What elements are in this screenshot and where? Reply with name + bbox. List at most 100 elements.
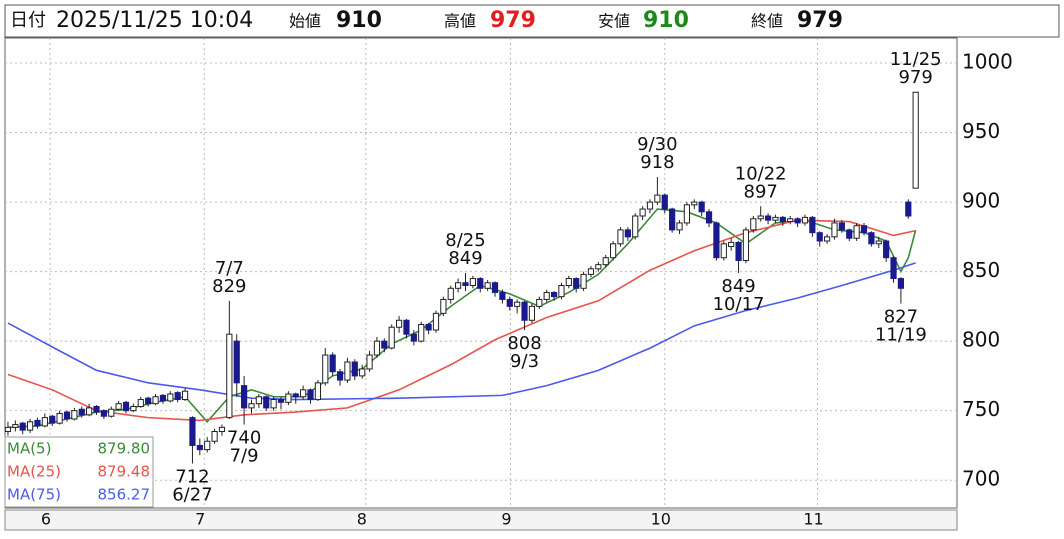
open-label: 始値 xyxy=(289,12,321,31)
candle-body xyxy=(314,382,322,401)
candle-body xyxy=(669,208,676,231)
y-tick-label: 950 xyxy=(962,119,1000,143)
candle-body xyxy=(816,232,823,242)
candle-body xyxy=(189,417,196,446)
candle-body xyxy=(691,201,698,206)
candle-body xyxy=(381,340,388,349)
candle-body xyxy=(558,285,565,298)
candle-body xyxy=(831,222,838,238)
candle-body xyxy=(646,201,654,210)
candle-body xyxy=(255,396,262,405)
candle-body xyxy=(521,301,528,321)
y-tick-label: 850 xyxy=(962,258,1000,282)
candle-body xyxy=(565,278,572,287)
legend-value: 879.80 xyxy=(98,440,151,458)
y-tick-label: 700 xyxy=(962,467,1000,491)
annotation-text: 918 xyxy=(640,152,674,173)
candle-body xyxy=(137,399,144,407)
candle-body xyxy=(912,91,919,189)
candle-body xyxy=(152,396,159,405)
annotation-text: 6/27 xyxy=(172,485,212,506)
candle-body xyxy=(853,225,860,239)
candle-body xyxy=(432,312,440,331)
candle-body xyxy=(772,216,779,221)
close-label: 終値 xyxy=(751,12,783,31)
candle-body xyxy=(602,257,609,266)
candle-body xyxy=(676,222,683,231)
candle-body xyxy=(779,216,786,223)
candle-body xyxy=(905,201,912,217)
candle-body xyxy=(196,444,203,451)
candle-body xyxy=(897,278,905,289)
candle-body xyxy=(108,408,115,417)
candle-body xyxy=(654,194,661,203)
candle-body xyxy=(536,298,543,307)
candle-body xyxy=(167,393,174,402)
x-tick-label: 6 xyxy=(41,510,51,529)
annotation-text: 10/17 xyxy=(713,294,765,315)
annotation-text: 8/25 xyxy=(445,230,485,251)
candle-body xyxy=(506,298,513,307)
candle-body xyxy=(373,340,381,356)
annotation-text: 897 xyxy=(744,181,778,202)
annotation-text: 10/22 xyxy=(735,163,787,184)
candle-body xyxy=(218,426,226,433)
candle-body xyxy=(661,194,668,210)
candle-body xyxy=(26,421,34,431)
candle-body xyxy=(698,201,705,213)
candle-body xyxy=(418,323,425,342)
legend-box xyxy=(4,436,154,508)
close: 979 xyxy=(797,8,843,33)
candle-body xyxy=(491,282,499,293)
candle-body xyxy=(883,240,890,259)
candle-body xyxy=(587,268,595,275)
legend-value: 856.27 xyxy=(98,486,151,504)
annotation-text: 9/30 xyxy=(637,134,677,155)
candle-body xyxy=(875,240,882,245)
candle-body xyxy=(580,273,587,289)
candle-body xyxy=(145,397,152,405)
candle-body xyxy=(93,405,100,413)
legend-name: MA(25) xyxy=(7,463,61,481)
candle-body xyxy=(794,218,801,224)
candle-body xyxy=(12,424,19,428)
candle-body xyxy=(307,389,314,401)
candle-body xyxy=(624,229,631,238)
legend-name: MA(75) xyxy=(7,486,61,504)
candle-body xyxy=(809,216,816,234)
candle-body xyxy=(270,399,277,409)
candle-body xyxy=(595,264,602,270)
x-axis-strip xyxy=(4,509,958,531)
x-tick-label: 9 xyxy=(501,510,511,529)
candle-body xyxy=(868,232,875,245)
candle-body xyxy=(801,216,809,224)
candle-body xyxy=(336,371,344,381)
candle-body xyxy=(617,229,624,245)
candle-body xyxy=(469,278,476,287)
annotation-text: 979 xyxy=(898,67,932,88)
y-tick-label: 800 xyxy=(962,328,1000,352)
moving-average-line xyxy=(7,219,916,422)
candle-body xyxy=(395,319,403,328)
candle-body xyxy=(484,282,491,289)
annotation-text: 11/25 xyxy=(890,49,942,70)
header-box xyxy=(4,4,1060,38)
x-tick-label: 8 xyxy=(357,510,367,529)
candle-body xyxy=(609,243,617,259)
annotation-text: 827 xyxy=(884,307,918,328)
candle-body xyxy=(757,215,764,220)
open: 910 xyxy=(336,8,382,33)
candle-body xyxy=(344,361,351,381)
candle-body xyxy=(543,291,550,300)
candle-body xyxy=(86,407,93,416)
candle-body xyxy=(728,241,735,248)
annotation-text: 11/19 xyxy=(875,325,927,346)
date: 2025/11/25 10:04 xyxy=(56,8,253,33)
candle-body xyxy=(115,403,122,410)
candle-body xyxy=(233,340,240,384)
candle-body xyxy=(241,385,248,409)
candle-body xyxy=(292,393,299,398)
candle-body xyxy=(787,218,794,223)
high: 979 xyxy=(490,8,536,33)
